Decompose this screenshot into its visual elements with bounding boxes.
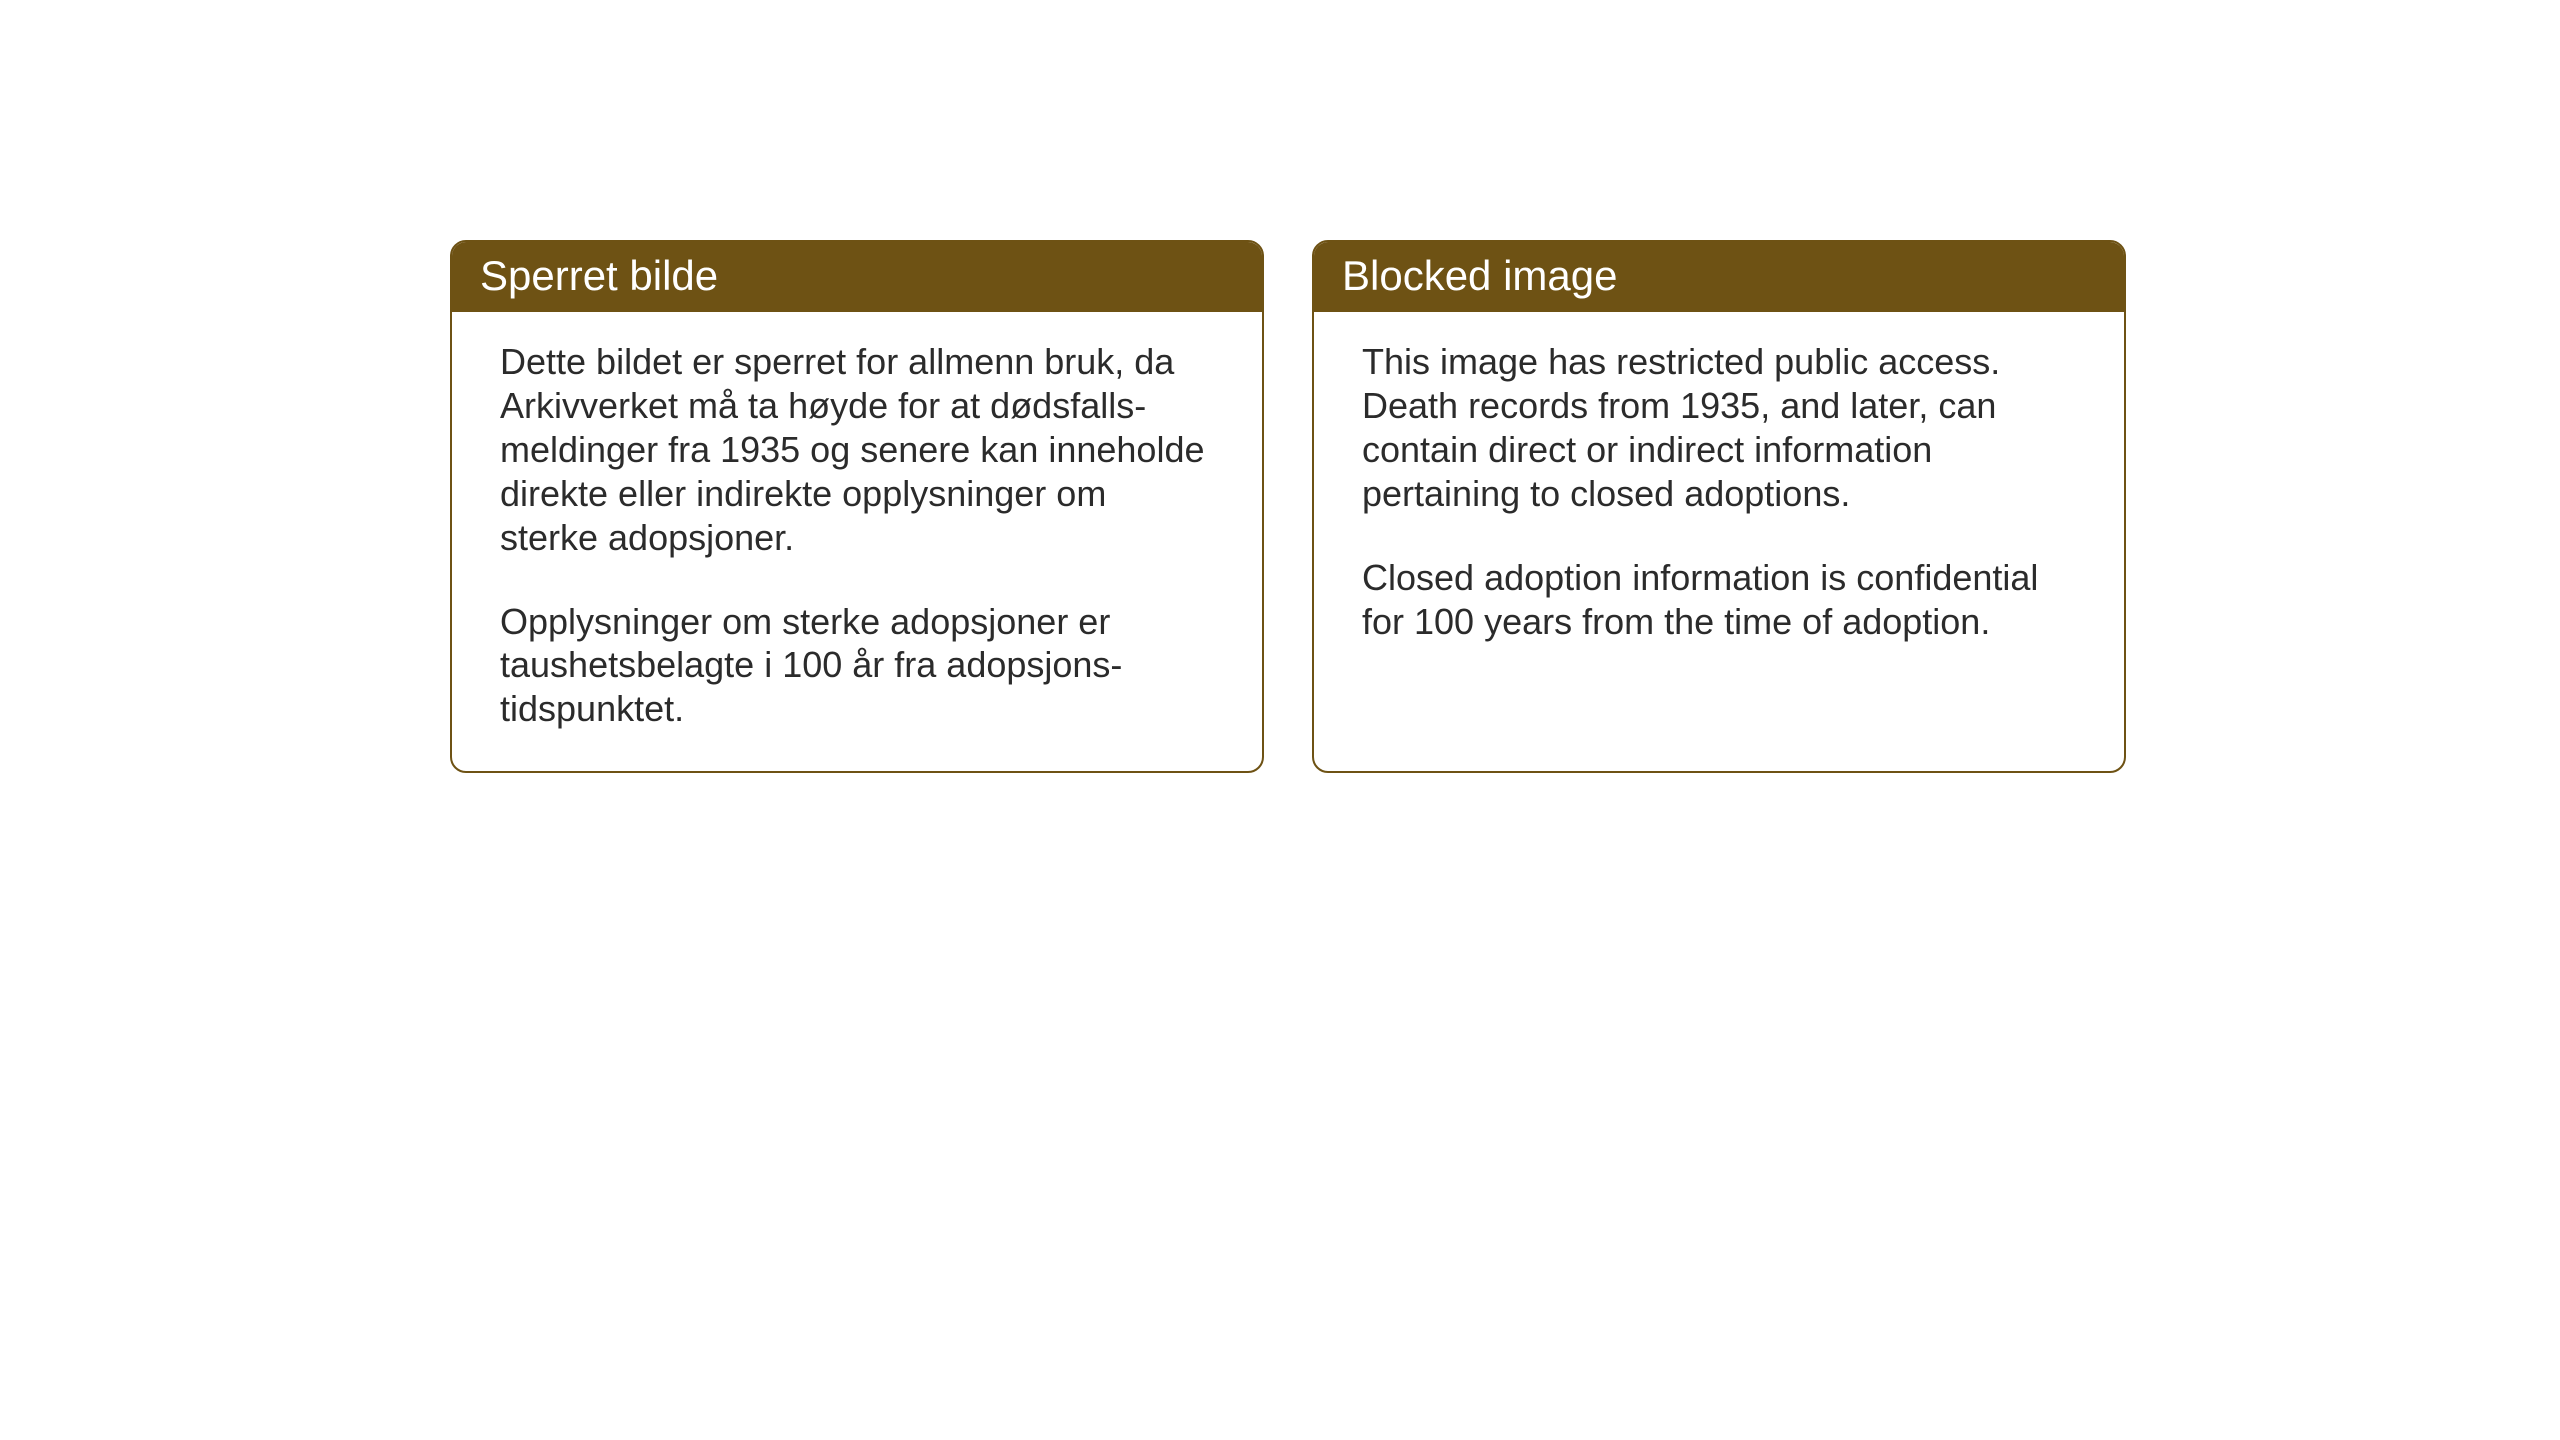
card-paragraph: Dette bildet er sperret for allmenn bruk… bbox=[500, 340, 1214, 560]
card-body-english: This image has restricted public access.… bbox=[1314, 312, 2124, 683]
card-paragraph: Opplysninger om sterke adopsjoner er tau… bbox=[500, 600, 1214, 732]
card-paragraph: Closed adoption information is confident… bbox=[1362, 556, 2076, 644]
cards-container: Sperret bilde Dette bildet er sperret fo… bbox=[450, 240, 2126, 773]
card-body-norwegian: Dette bildet er sperret for allmenn bruk… bbox=[452, 312, 1262, 771]
card-paragraph: This image has restricted public access.… bbox=[1362, 340, 2076, 516]
card-header-norwegian: Sperret bilde bbox=[452, 242, 1262, 312]
card-english: Blocked image This image has restricted … bbox=[1312, 240, 2126, 773]
card-header-english: Blocked image bbox=[1314, 242, 2124, 312]
card-norwegian: Sperret bilde Dette bildet er sperret fo… bbox=[450, 240, 1264, 773]
